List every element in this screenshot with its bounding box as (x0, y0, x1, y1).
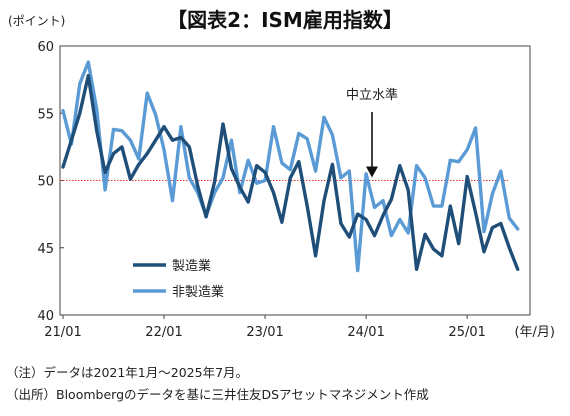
legend-label-manufacturing: 製造業 (172, 258, 211, 274)
source-text: （出所）Bloombergのデータを基に三井住友DSアセットマネジメント作成 (6, 387, 429, 402)
y-tick-label: 50 (37, 175, 54, 190)
chart-title: 【図表2：ISM雇用指数】 (167, 8, 403, 32)
x-tick-label: 23/01 (246, 325, 283, 340)
y-axis-unit-label: (ポイント) (8, 14, 65, 28)
series-layer (61, 60, 520, 273)
y-tick-label: 60 (37, 40, 54, 55)
x-axis-unit-label: (年/月) (514, 325, 555, 340)
manufacturing-series-line (61, 60, 520, 273)
x-tick-label: 22/01 (145, 325, 182, 340)
y-tick-label: 45 (37, 242, 54, 257)
x-axis: 21/01 22/01 23/01 24/01 25/01 (44, 315, 486, 340)
y-tick-label: 40 (37, 309, 54, 324)
x-tick-label: 21/01 (44, 325, 81, 340)
x-tick-label: 25/01 (448, 325, 485, 340)
annotation-arrow (366, 112, 378, 178)
note-text: （注）データは2021年1月～2025年7月。 (6, 365, 249, 380)
annotation-arrow-head (366, 166, 378, 178)
non-manufacturing-series-line (61, 73, 520, 271)
y-axis: 40 45 50 55 60 (37, 40, 64, 324)
x-tick-label: 24/01 (347, 325, 384, 340)
y-tick-label: 55 (37, 107, 54, 122)
neutral-level-annotation: 中立水準 (346, 87, 398, 103)
legend-label-non-manufacturing: 非製造業 (172, 284, 224, 300)
